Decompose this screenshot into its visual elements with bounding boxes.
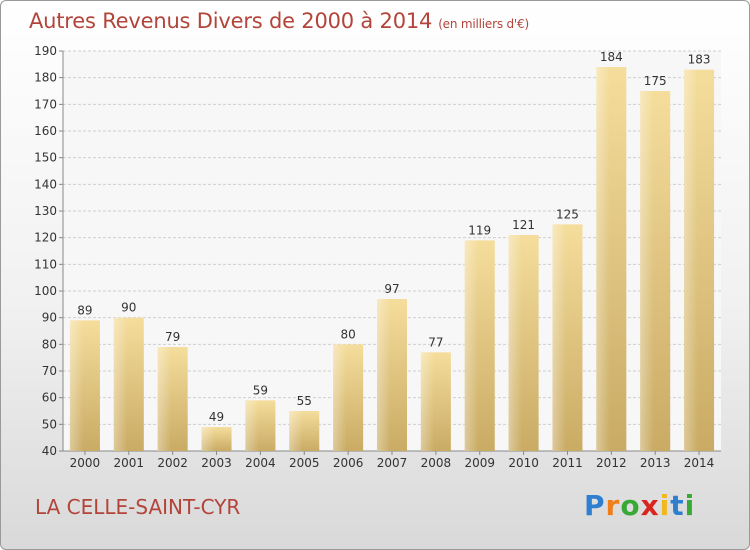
proxiti-logo: Proxiti [584,489,695,522]
bar-highlight [157,347,172,451]
data-label: 175 [644,74,667,88]
data-label: 125 [556,207,579,221]
bar-highlight [420,352,435,451]
y-tick-label: 100 [34,284,57,298]
bar-highlight [508,235,523,451]
bar-highlight [113,317,128,451]
x-tick-label: 2004 [245,456,276,470]
y-tick-label: 70 [42,364,57,378]
y-tick-label: 90 [42,311,57,325]
data-label: 121 [512,218,535,232]
bar-highlight [684,69,698,452]
x-tick-label: 2013 [640,456,671,470]
x-tick-label: 2009 [464,456,495,470]
x-tick-label: 2010 [508,456,539,470]
data-label: 97 [384,282,399,296]
bar-highlight [201,427,216,451]
logo-letter: i [659,489,671,522]
x-tick-label: 2011 [552,456,583,470]
bar-highlight [333,344,347,451]
logo-letter: o [620,489,641,522]
logo-letter: x [640,489,660,522]
y-tick-label: 150 [34,151,57,165]
data-label: 79 [165,330,180,344]
data-labels: 89 90 79 49 59 55 80 97 77 119 121 125 184 175 183 [77,50,710,424]
x-tick-label: 2002 [157,456,188,470]
data-label: 55 [297,394,312,408]
data-label: 59 [253,383,268,397]
x-tick-label: 2012 [596,456,627,470]
y-tick-label: 80 [42,337,57,351]
logo-letter: i [684,489,696,522]
bar-highlight [552,224,566,451]
x-tick-label: 2008 [421,456,452,470]
chart-title: Autres Revenus Divers de 2000 à 2014 (en … [29,9,529,33]
location-name: LA CELLE-SAINT-CYR [35,495,241,519]
logo-letter: r [605,489,621,522]
data-label: 90 [121,301,136,315]
bar-highlight [640,91,654,451]
chart-title-text: Autres Revenus Divers de 2000 à 2014 [29,9,433,33]
bar-highlight [69,320,84,451]
x-tick-label: 2014 [684,456,715,470]
data-label: 184 [600,50,623,64]
x-tick-label: 2001 [114,456,145,470]
y-tick-label: 120 [34,231,57,245]
data-label: 49 [209,410,224,424]
y-tick-label: 60 [42,391,57,405]
y-tick-label: 50 [42,417,57,431]
bars [69,67,715,452]
logo-letter: t [670,489,685,522]
data-label: 77 [428,335,443,349]
x-tick-label: 2003 [201,456,232,470]
bar-highlight [245,400,259,451]
x-tick-label: 2007 [377,456,408,470]
bar-highlight [596,67,610,451]
y-tick-label: 170 [34,97,57,111]
chart-subtitle: (en milliers d'€) [438,17,529,31]
x-tick-label: 2005 [289,456,320,470]
y-tick-label: 140 [34,177,57,191]
y-tick-label: 40 [42,444,57,458]
y-tick-label: 180 [34,71,57,85]
y-tick-label: 190 [34,44,57,58]
data-label: 80 [340,327,355,341]
y-tick-label: 110 [34,257,57,271]
bar-highlight [289,411,303,451]
axes: 40 50 60 70 80 90 100 110 120 130 140 150 160 170 180 1… [34,44,721,470]
y-tick-label: 160 [34,124,57,138]
data-label: 119 [468,223,491,237]
logo-letter: P [584,489,606,522]
x-tick-label: 2006 [333,456,364,470]
data-label: 89 [77,303,92,317]
x-tick-label: 2000 [70,456,101,470]
y-tick-label: 130 [34,204,57,218]
bar-highlight [377,299,391,451]
bar-highlight [464,240,479,451]
data-label: 183 [688,53,711,67]
